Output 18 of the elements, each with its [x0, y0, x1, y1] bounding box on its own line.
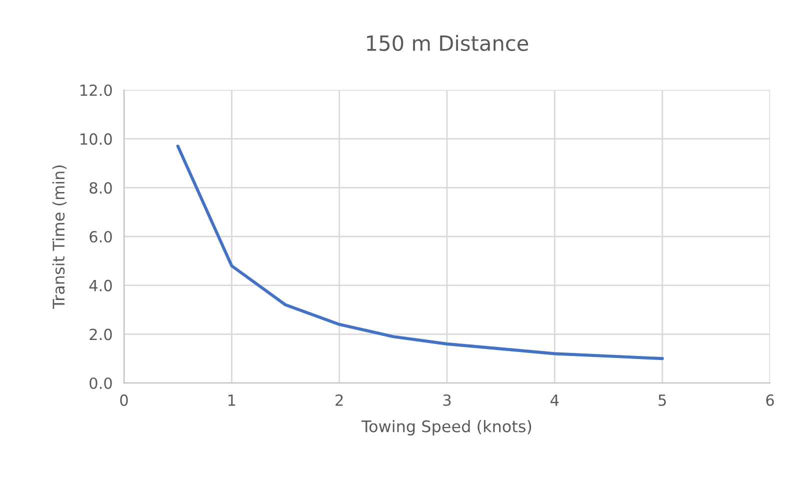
- y-tick-label: 10.0: [80, 133, 112, 145]
- y-tick-label: 4.0: [89, 280, 112, 292]
- x-tick-label: 3: [443, 394, 451, 406]
- x-tick-label: 1: [228, 394, 236, 406]
- y-tick-label: 12.0: [80, 84, 112, 96]
- x-tick-label: 5: [658, 394, 666, 406]
- x-tick-label: 6: [766, 394, 774, 406]
- line-series: [176, 144, 664, 360]
- x-axis-title: Towing Speed (knots): [361, 420, 532, 436]
- x-tick-label: 2: [336, 394, 343, 406]
- y-tick-label: 8.0: [90, 182, 112, 194]
- chart-title: 150 m Distance: [367, 34, 528, 52]
- x-tick-label: 0: [120, 394, 128, 406]
- y-tick-label: 6.0: [90, 230, 112, 243]
- y-tick-label: 2.0: [90, 328, 112, 340]
- x-tick-label: 4: [550, 394, 559, 406]
- y-tick-label: 0.0: [90, 377, 112, 390]
- y-axis-title: Transit Time (min): [52, 166, 67, 309]
